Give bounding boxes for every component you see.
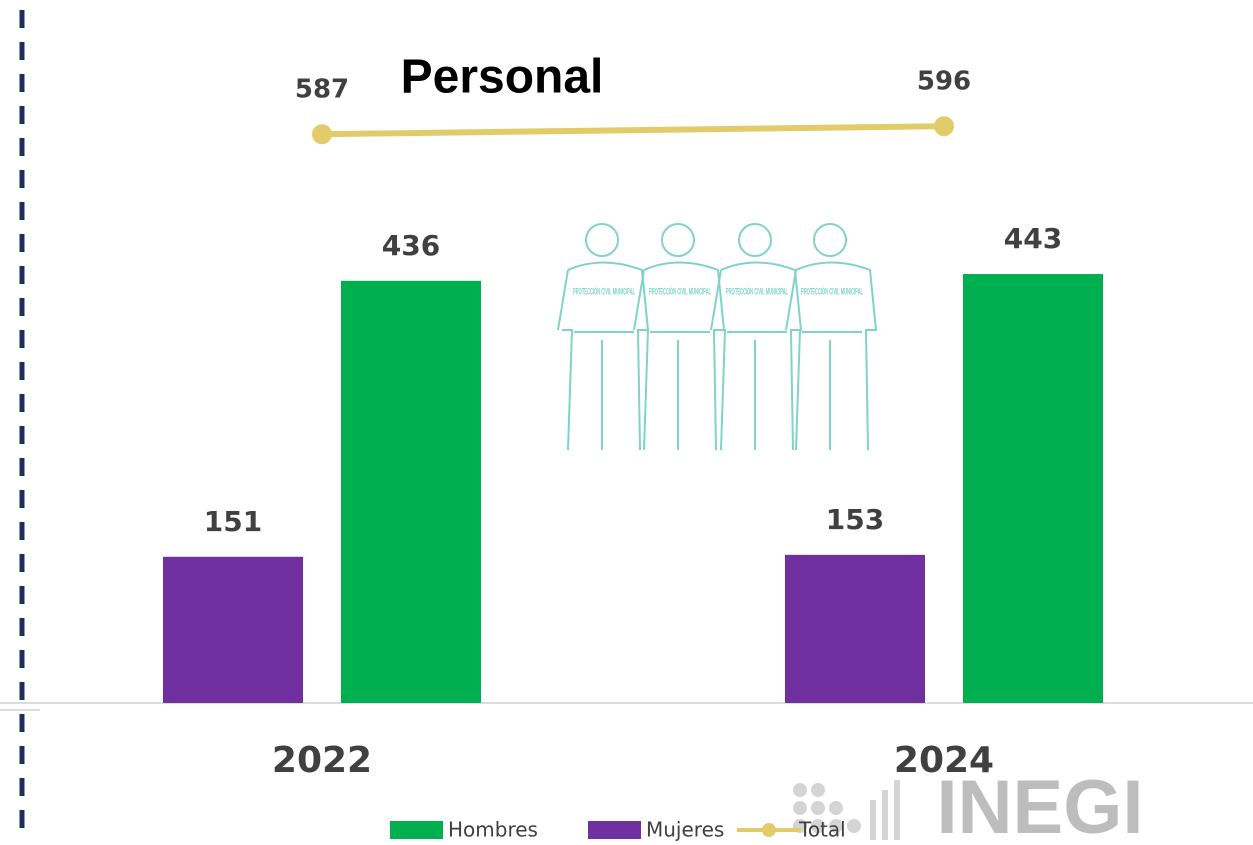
data-label: 153 bbox=[826, 503, 884, 536]
legend-label: Mujeres bbox=[646, 818, 724, 842]
head bbox=[814, 224, 846, 256]
line bbox=[322, 126, 944, 134]
legend-swatch bbox=[390, 821, 443, 839]
head bbox=[662, 224, 694, 256]
head bbox=[586, 224, 618, 256]
chart: Personal PROTECCIÓN CIVIL MUNICIPALPROTE… bbox=[0, 0, 1253, 845]
bar bbox=[963, 274, 1103, 703]
line-point bbox=[312, 124, 332, 144]
data-label: 596 bbox=[917, 67, 971, 97]
bar bbox=[341, 281, 481, 703]
illustration-text: PROTECCIÓN CIVIL MUNICIPAL bbox=[649, 285, 711, 296]
data-label: 443 bbox=[1004, 222, 1062, 255]
legend-label: Total bbox=[798, 818, 846, 842]
legend-swatch bbox=[762, 823, 776, 837]
x-tick-label: 2022 bbox=[272, 740, 372, 781]
legend-swatch bbox=[588, 821, 641, 839]
head bbox=[739, 224, 771, 256]
illustration: PROTECCIÓN CIVIL MUNICIPAL PROTECCIÓN CIV… bbox=[558, 224, 876, 450]
illustration-text: PROTECCIÓN CIVIL MUNICIPAL bbox=[726, 285, 788, 296]
bar bbox=[785, 555, 925, 703]
illustration-text: PROTECCIÓN CIVIL MUNICIPAL bbox=[573, 285, 635, 296]
chart-title: Personal bbox=[401, 51, 604, 104]
line-point bbox=[934, 116, 954, 136]
data-label: 151 bbox=[204, 505, 262, 538]
x-tick-label: 2024 bbox=[894, 740, 994, 781]
data-label: 587 bbox=[295, 75, 349, 105]
bar bbox=[163, 557, 303, 703]
illustration-text: PROTECCIÓN CIVIL MUNICIPAL bbox=[801, 285, 863, 296]
data-label: 436 bbox=[382, 229, 440, 262]
legend-label: Hombres bbox=[448, 818, 538, 842]
